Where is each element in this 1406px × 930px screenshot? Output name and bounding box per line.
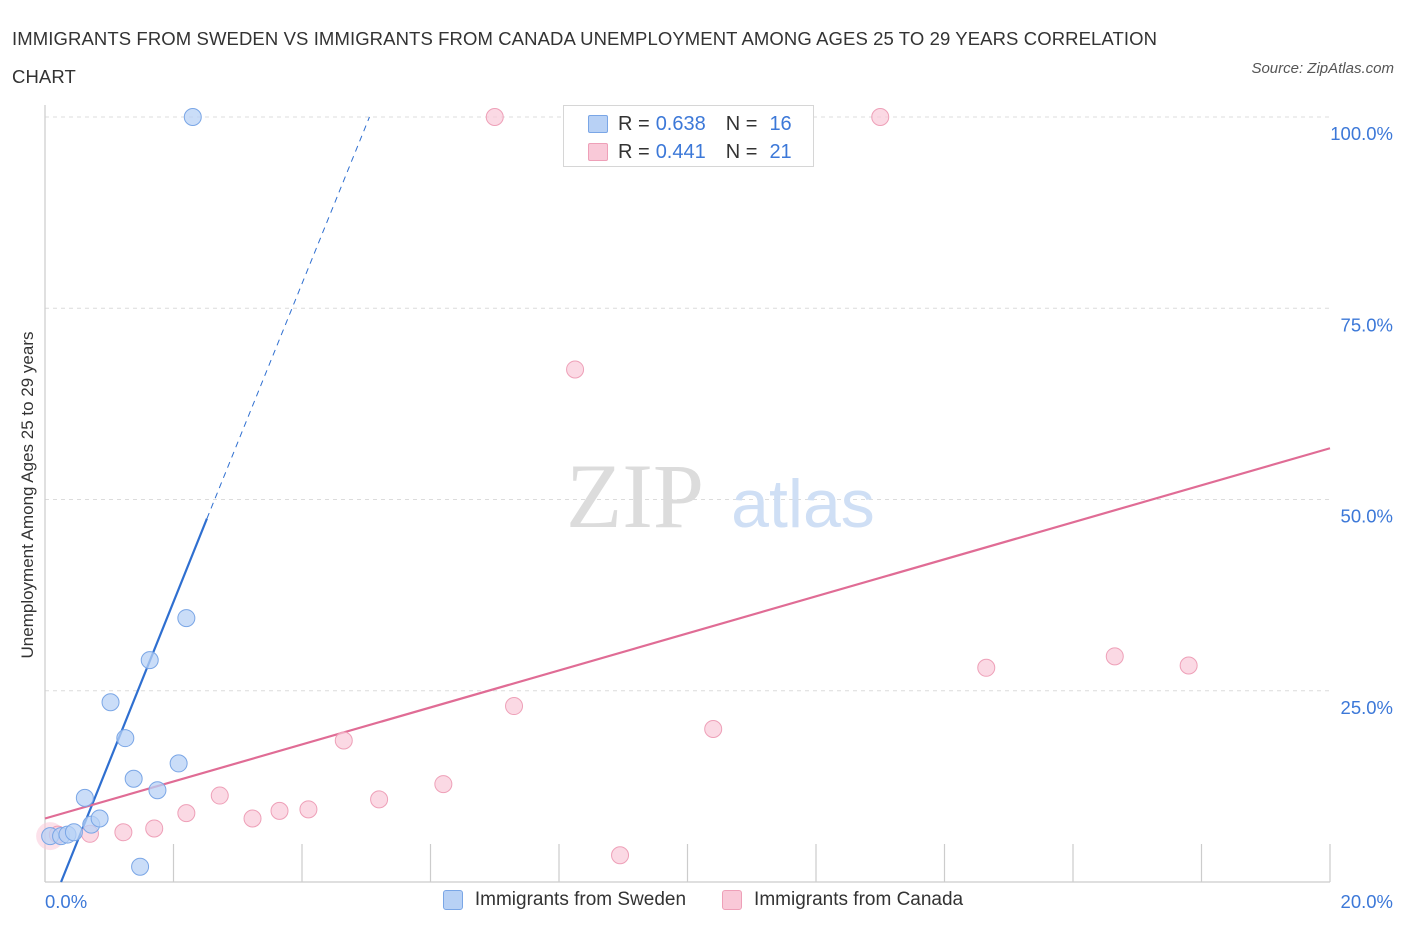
canada-point xyxy=(434,775,453,794)
sweden-point xyxy=(116,729,135,748)
r-value: 0.441 xyxy=(655,140,706,163)
canada-point xyxy=(505,697,524,716)
data-points xyxy=(36,108,1198,876)
n-value: 21 xyxy=(769,140,792,163)
sweden-swatch xyxy=(588,115,608,133)
canada-point xyxy=(704,720,723,738)
canada-point xyxy=(210,786,229,805)
canada-point xyxy=(114,823,133,842)
legend-label-canada: Immigrants from Canada xyxy=(754,889,964,910)
series-legend: Immigrants from Sweden Immigrants from C… xyxy=(0,889,1406,911)
sweden-swatch xyxy=(442,890,463,910)
canada-point xyxy=(370,790,389,809)
canada-point xyxy=(611,846,630,865)
canada-point xyxy=(177,804,196,823)
sweden-point xyxy=(101,693,120,712)
canada-point xyxy=(1179,656,1198,675)
axes xyxy=(44,105,1331,883)
y-tick-label: 100.0% xyxy=(1330,123,1393,144)
chart-title: IMMIGRANTS FROM SWEDEN VS IMMIGRANTS FRO… xyxy=(12,28,1158,87)
gridlines xyxy=(45,116,1330,692)
canada-swatch xyxy=(722,890,743,910)
r-label: R = xyxy=(618,112,650,135)
sweden-trend-extension xyxy=(206,116,370,519)
sweden-point xyxy=(75,788,94,807)
watermark-zip: ZIP xyxy=(566,445,704,547)
tick-labels: 25.0% 50.0% 75.0% 100.0% 0.0% 20.0% xyxy=(45,123,1393,912)
sweden-point xyxy=(90,809,109,828)
canada-point xyxy=(299,800,318,819)
source-label: Source: ZipAtlas.com xyxy=(1251,60,1394,77)
x-tick-label: 20.0% xyxy=(1341,891,1393,912)
legend-item-canada[interactable]: Immigrants from Canada xyxy=(722,889,963,911)
canada-point xyxy=(145,819,164,838)
canada-point xyxy=(243,809,262,828)
legend-row-sweden: R = 0.638 N = 16 xyxy=(588,111,792,137)
x-tick-label: 0.0% xyxy=(45,891,87,912)
y-axis-label: Unemployment Among Ages 25 to 29 years xyxy=(18,331,37,659)
sweden-point xyxy=(64,823,83,842)
canada-point xyxy=(1105,647,1124,666)
watermark: ZIP atlas xyxy=(566,445,875,547)
legend-label-sweden: Immigrants from Sweden xyxy=(474,889,687,910)
y-tick-label: 25.0% xyxy=(1341,697,1393,718)
canada-point xyxy=(334,731,353,750)
n-label: N = xyxy=(725,140,758,163)
sweden-point xyxy=(124,769,143,788)
canada-point xyxy=(871,108,890,126)
y-tick-label: 75.0% xyxy=(1341,314,1393,335)
r-label: R = xyxy=(618,140,650,163)
sweden-point xyxy=(140,651,159,670)
n-label: N = xyxy=(725,112,758,135)
correlation-legend: R = 0.638 N = 16 R = 0.441 N = 21 xyxy=(563,105,814,167)
legend-item-sweden[interactable]: Immigrants from Sweden xyxy=(442,889,687,911)
sweden-point xyxy=(183,108,202,126)
canada-swatch xyxy=(588,143,608,161)
watermark-atlas: atlas xyxy=(731,466,875,542)
canada-point xyxy=(485,108,504,126)
sweden-point xyxy=(169,754,188,773)
n-value: 16 xyxy=(769,112,792,135)
canada-trend-line xyxy=(44,447,1331,820)
r-value: 0.638 xyxy=(655,112,706,135)
sweden-point xyxy=(177,609,196,628)
canada-point xyxy=(977,658,996,677)
legend-row-canada: R = 0.441 N = 21 xyxy=(588,139,792,165)
y-tick-label: 50.0% xyxy=(1341,506,1393,527)
canada-point xyxy=(270,801,289,820)
canada-point xyxy=(566,360,585,379)
sweden-point xyxy=(131,857,150,876)
sweden-point xyxy=(148,781,167,800)
